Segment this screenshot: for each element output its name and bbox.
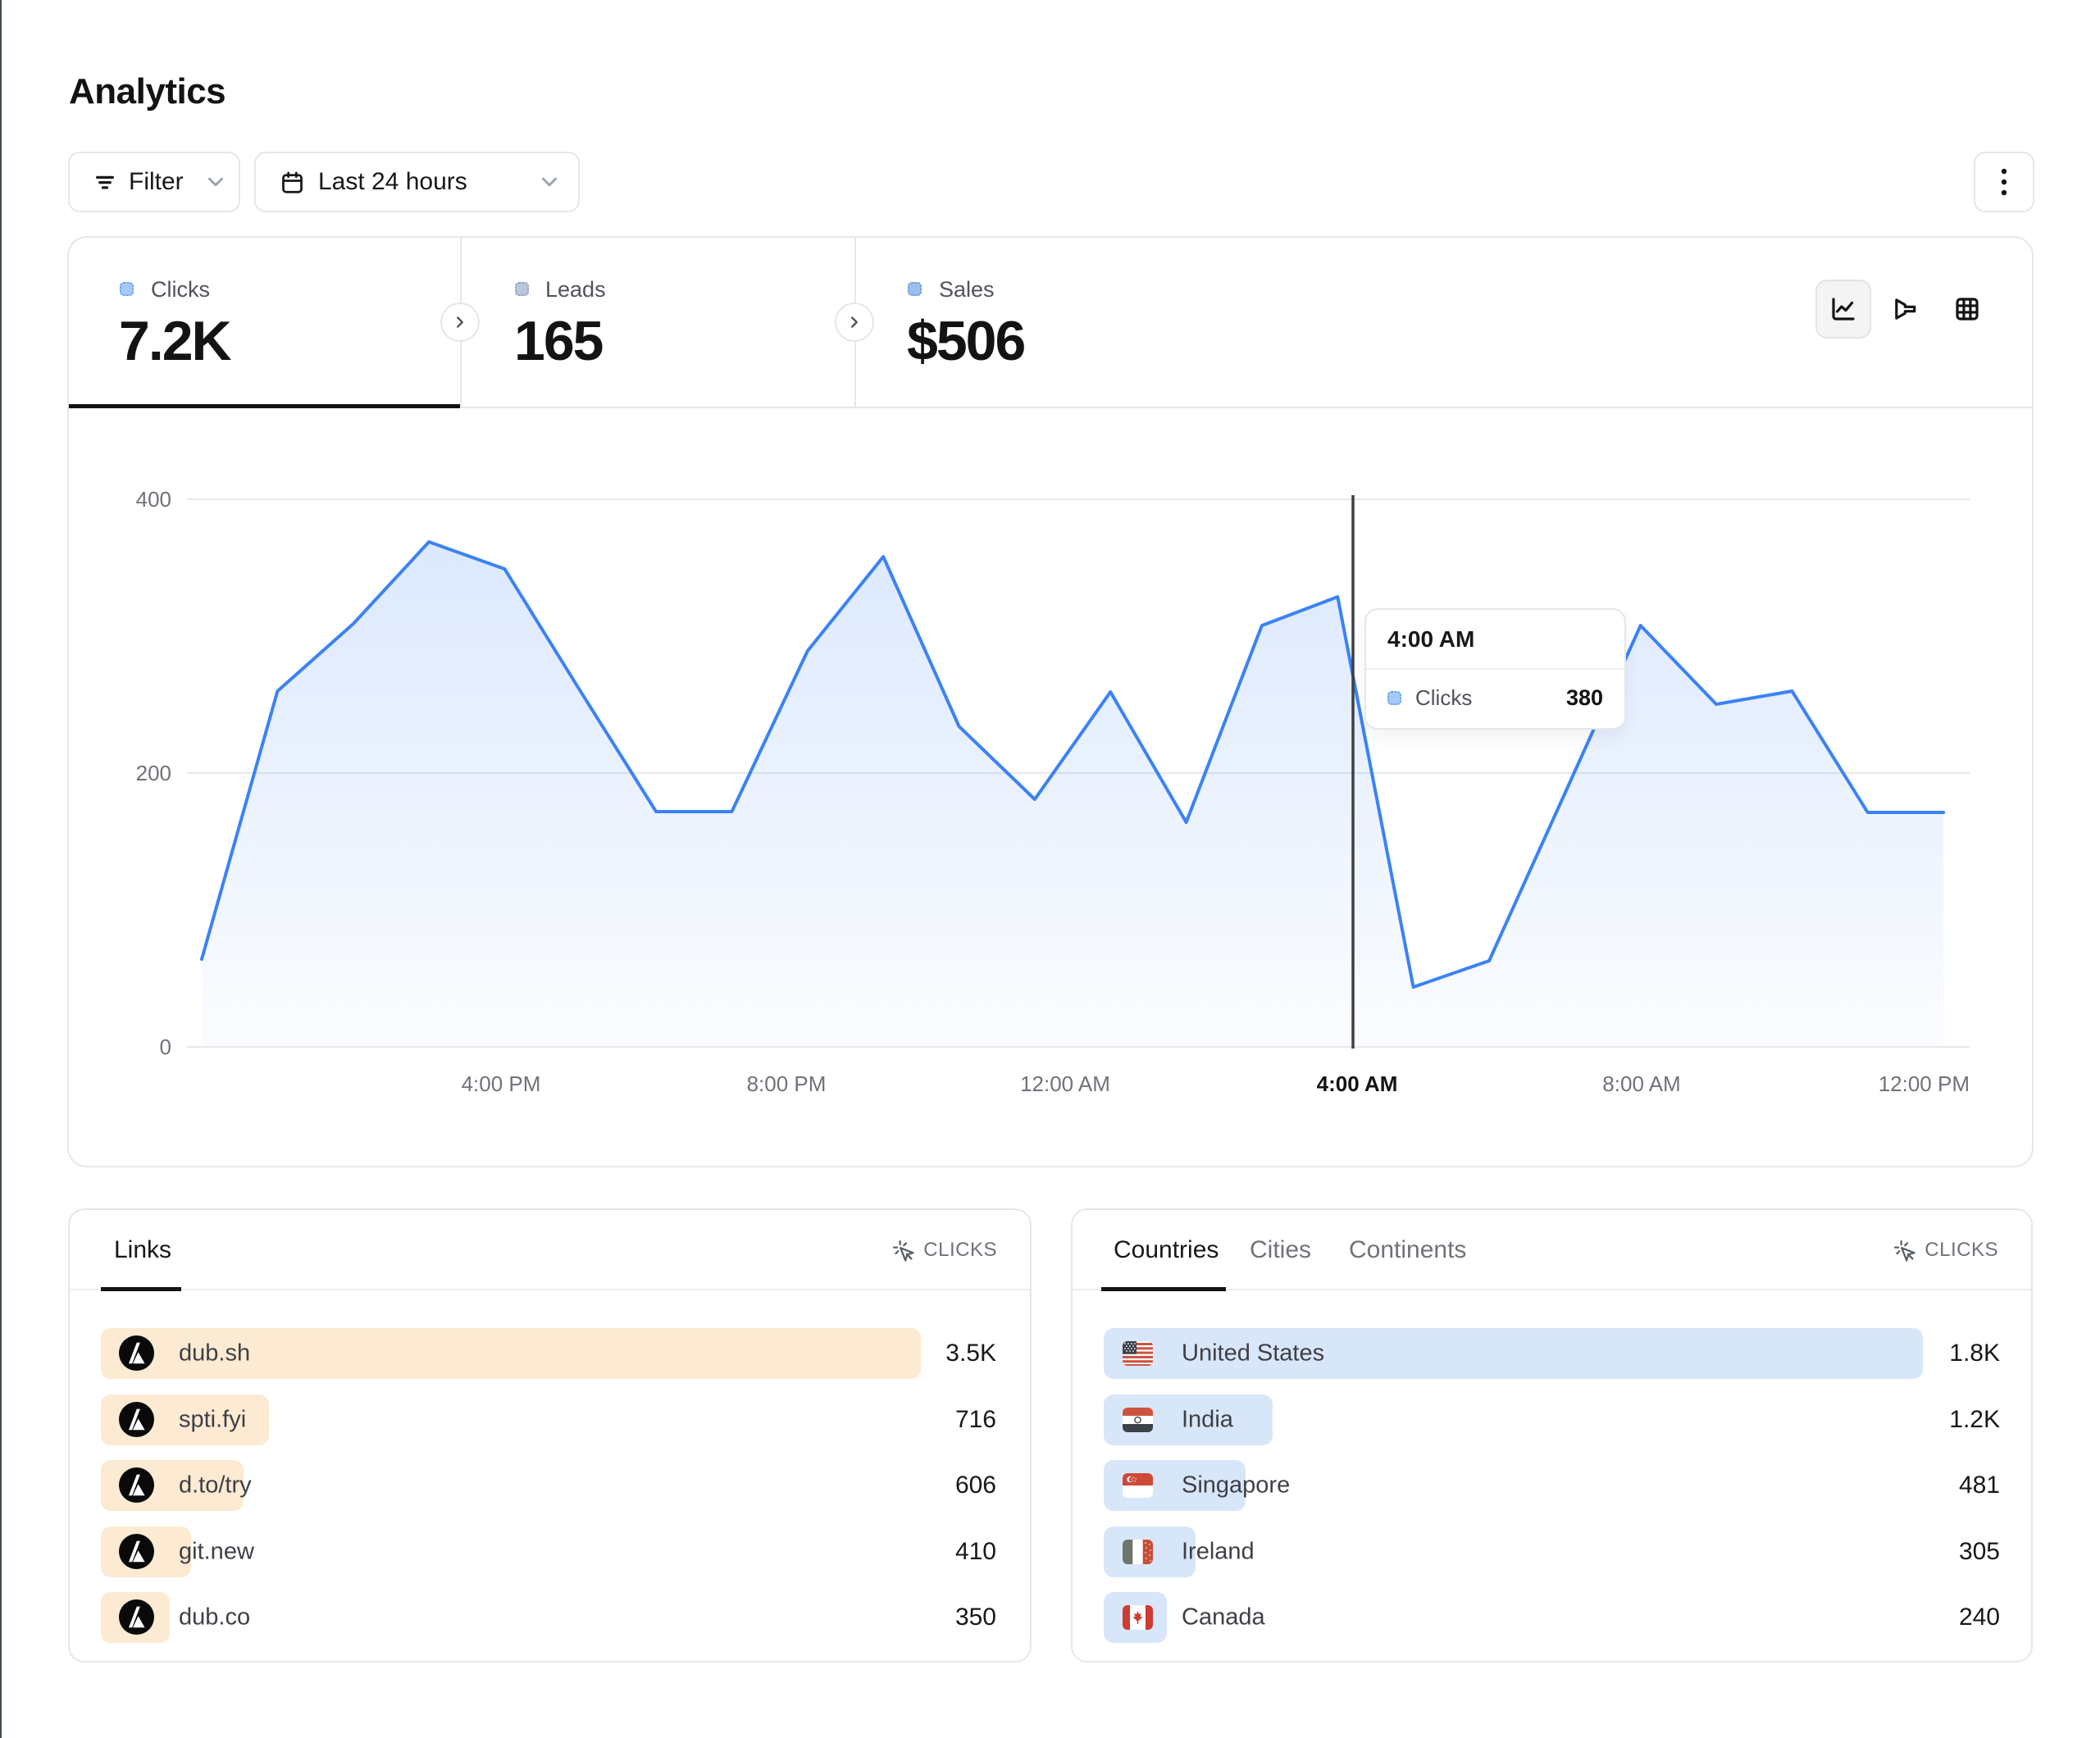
- svg-text:200: 200: [136, 761, 171, 785]
- svg-text:400: 400: [136, 487, 171, 512]
- svg-text:4:00 AM: 4:00 AM: [1317, 1071, 1398, 1096]
- svg-text:0: 0: [160, 1035, 171, 1059]
- svg-text:12:00 AM: 12:00 AM: [1020, 1071, 1110, 1096]
- svg-text:12:00 PM: 12:00 PM: [1879, 1071, 1970, 1096]
- svg-text:8:00 PM: 8:00 PM: [747, 1071, 827, 1096]
- svg-text:4:00 PM: 4:00 PM: [462, 1071, 541, 1096]
- svg-text:8:00 AM: 8:00 AM: [1602, 1071, 1680, 1096]
